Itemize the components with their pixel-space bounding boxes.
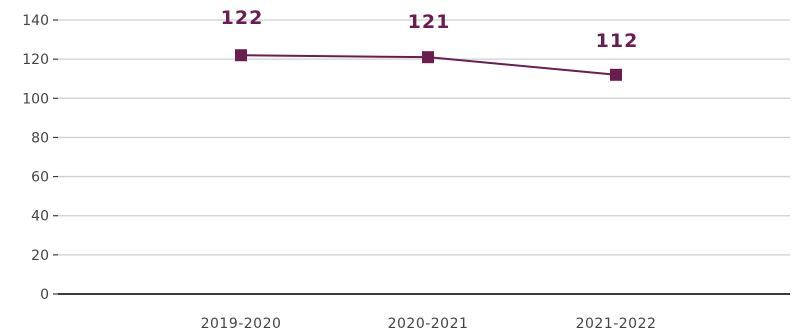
data-point-2020-2021 [422, 51, 434, 64]
y-tick-label: 80 [31, 130, 49, 146]
data-point-2019-2020 [235, 49, 247, 62]
series [235, 49, 622, 81]
x-tick-label: 2019-2020 [201, 316, 282, 332]
y-tick-label: 60 [31, 170, 49, 186]
data-label: 121 [408, 11, 451, 33]
x-tick-label: 2020-2021 [388, 316, 469, 332]
y-tick-label: 20 [31, 248, 49, 264]
x-axis-ticks: 2019-2020 2020-2021 2021-2022 [201, 316, 657, 332]
data-label: 112 [596, 30, 639, 52]
y-tick-label: 120 [22, 52, 49, 68]
data-label: 122 [221, 7, 264, 29]
y-tick-label: 100 [22, 91, 49, 107]
data-labels: 122 121 112 [221, 7, 639, 52]
y-tick-label: 40 [31, 209, 49, 225]
x-tick-label: 2021-2022 [576, 316, 657, 332]
y-axis-ticks: 0 20 40 60 80 100 120 140 [22, 13, 58, 303]
y-tick-label: 0 [40, 287, 49, 303]
data-point-2021-2022 [610, 68, 622, 81]
y-tick-label: 140 [22, 13, 49, 29]
